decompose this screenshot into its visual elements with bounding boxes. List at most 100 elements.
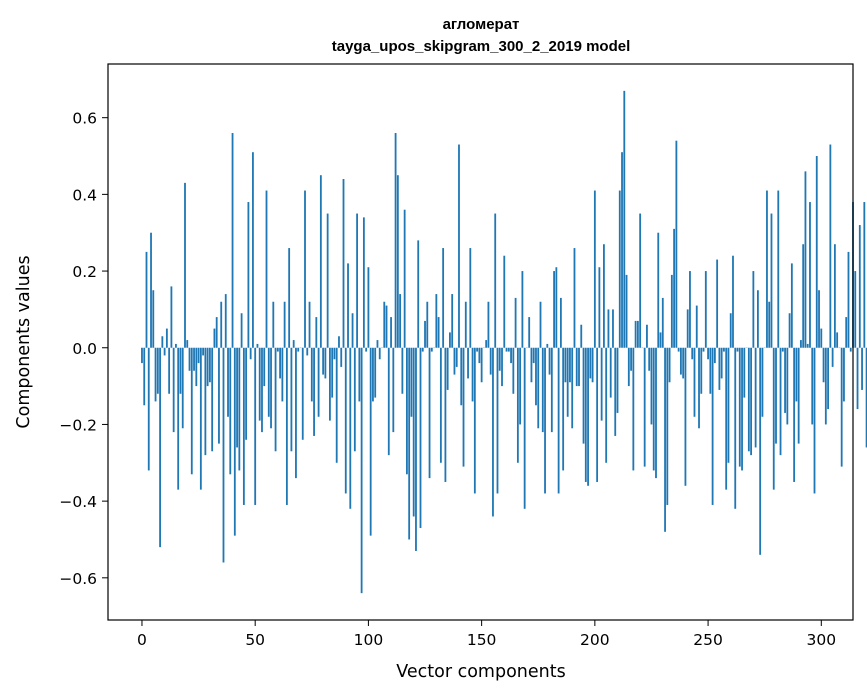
bar — [523, 347, 526, 509]
x-tick-label: 150 — [467, 631, 497, 649]
bar — [421, 347, 424, 352]
bar — [813, 347, 816, 494]
bar — [856, 347, 859, 410]
bar — [836, 332, 839, 348]
y-tick-label: −0.6 — [59, 570, 97, 588]
bar — [181, 347, 184, 429]
bar — [317, 347, 320, 417]
bar-series — [141, 90, 867, 594]
x-tick-label: 200 — [580, 631, 610, 649]
bar — [437, 317, 440, 348]
bar — [756, 290, 759, 348]
bar — [204, 347, 207, 456]
bar — [172, 347, 175, 433]
bar — [175, 343, 177, 348]
bar — [141, 347, 143, 364]
bar — [840, 347, 843, 467]
bar — [636, 320, 639, 348]
y-axis: −0.6 −0.4 −0.2 0.0 0.2 0.4 0.6 — [59, 110, 108, 588]
bar — [249, 347, 252, 360]
bar — [458, 144, 460, 348]
bar — [193, 347, 195, 371]
bar — [723, 347, 725, 352]
bar — [544, 347, 546, 494]
bar — [528, 317, 531, 348]
bar — [279, 347, 281, 379]
bar — [539, 301, 542, 348]
bar — [261, 347, 263, 433]
bar — [698, 347, 700, 429]
x-axis-label: Vector components — [396, 662, 565, 682]
bar — [351, 313, 354, 348]
bar — [664, 347, 666, 532]
bar — [822, 347, 825, 383]
bar — [759, 347, 762, 555]
bar — [849, 347, 852, 352]
bar — [444, 347, 447, 482]
bar — [770, 213, 773, 348]
bar — [358, 347, 361, 402]
bar — [811, 347, 814, 425]
bar — [424, 320, 426, 348]
bar — [747, 347, 750, 452]
bar — [775, 347, 777, 444]
bar — [218, 347, 220, 444]
bar — [387, 347, 390, 456]
bar — [156, 347, 159, 394]
bar — [240, 313, 243, 348]
bar — [310, 347, 313, 402]
bar — [197, 347, 200, 364]
bar — [426, 301, 429, 348]
bar — [256, 343, 259, 348]
bar — [630, 347, 632, 371]
bar — [188, 347, 191, 371]
bar — [843, 347, 845, 402]
bar — [480, 347, 483, 383]
bar — [589, 347, 592, 379]
bar — [478, 347, 481, 364]
bar — [598, 267, 601, 348]
bar — [612, 309, 614, 348]
y-tick-label: 0.6 — [72, 110, 97, 128]
bar — [652, 347, 655, 471]
bar — [220, 301, 223, 348]
bar — [648, 347, 651, 371]
bar — [795, 347, 798, 402]
bar — [720, 347, 723, 379]
y-tick-label: −0.4 — [59, 493, 97, 511]
bar — [833, 244, 836, 348]
bar — [143, 347, 146, 406]
bar — [473, 347, 476, 494]
bar — [623, 90, 626, 348]
bar — [655, 347, 657, 479]
bar — [150, 232, 152, 348]
bar — [453, 347, 456, 375]
bar — [383, 301, 386, 348]
bar — [734, 347, 737, 509]
bar — [281, 347, 284, 402]
bar — [469, 248, 472, 348]
bar — [184, 182, 186, 348]
bar — [591, 347, 594, 383]
bar — [643, 347, 646, 467]
bar — [349, 347, 352, 509]
bar — [537, 347, 540, 429]
bar — [390, 317, 392, 348]
bar — [315, 317, 318, 348]
bar — [659, 332, 662, 348]
bar — [865, 347, 867, 448]
y-axis-label: Components values — [14, 255, 34, 428]
bar — [804, 171, 807, 348]
bar — [435, 294, 438, 348]
bar — [682, 347, 685, 379]
bar — [222, 347, 225, 563]
bar — [455, 347, 458, 367]
x-axis: 0 50 100 150 200 250 300 — [137, 620, 836, 649]
bar — [147, 347, 150, 471]
bar — [451, 294, 454, 348]
bar — [215, 317, 218, 348]
bar — [616, 347, 619, 413]
bar — [695, 305, 698, 348]
bar — [342, 179, 345, 348]
bar — [362, 217, 365, 348]
